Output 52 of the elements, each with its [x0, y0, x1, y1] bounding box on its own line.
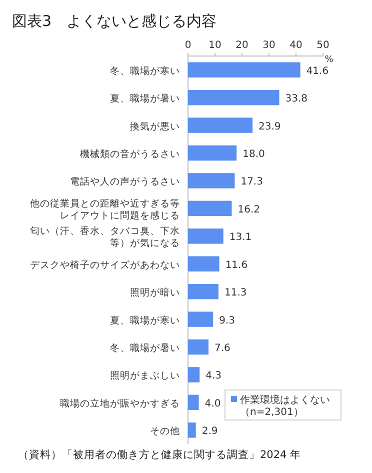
y-tick-label: その他: [150, 425, 180, 438]
y-tick-label: 換気が悪い: [130, 120, 180, 132]
data-label: 33.8: [285, 94, 308, 105]
y-tick-label: 匂い（汗、香水、タバコ臭、下水等）が気になる: [30, 225, 180, 250]
y-tick-label: 夏、職場が寒い: [110, 314, 180, 326]
y-tick-label: 冬、職場が暑い: [110, 342, 180, 354]
bar: [188, 228, 224, 244]
x-tick-label: 50: [316, 40, 330, 51]
data-label: 23.9: [258, 121, 281, 132]
bar: [188, 422, 196, 438]
legend-label: 作業環境はよくない（n=2,301）: [239, 394, 330, 418]
bar: [188, 118, 253, 133]
chart-title: 図表3 よくないと感じる内容: [12, 12, 217, 30]
data-label: 4.0: [204, 398, 221, 410]
y-tick-label: 機械類の音がうるさい: [80, 148, 180, 160]
bar: [188, 173, 235, 188]
text: （資料）「被用者の働き方と健康に関する調査」2024 年: [18, 448, 302, 461]
data-label: 2.9: [202, 426, 218, 438]
bar: [188, 62, 300, 78]
data-label: 11.3: [224, 288, 247, 299]
y-tick-label: 夏、職場が暑い: [110, 92, 180, 105]
data-label: 9.3: [219, 315, 236, 326]
bar: [188, 200, 232, 216]
data-label: 13.1: [229, 232, 252, 244]
data-label: 11.6: [225, 260, 248, 271]
data-label: 17.3: [240, 176, 263, 188]
y-tick-label: 職場の立地が賑やかすぎる: [60, 397, 180, 410]
data-label: 41.6: [306, 66, 329, 77]
y-tick-label: デスクや椅子のサイズがあわない: [30, 258, 180, 271]
x-tick-label: 0: [184, 40, 192, 51]
y-tick-label: 照明が暗い: [130, 286, 180, 299]
x-axis-title: %: [324, 55, 334, 65]
y-tick-label: 照明がまぶしい: [110, 370, 180, 382]
y-tick-label: 電話や人の声がうるさい: [70, 176, 180, 188]
x-tick-label: 10: [208, 40, 222, 51]
bar: [188, 394, 199, 410]
bar: [188, 145, 237, 161]
data-label: 16.2: [238, 204, 260, 216]
x-tick-label: 30: [262, 40, 276, 51]
bar: [188, 312, 214, 327]
data-label: 18.0: [242, 149, 265, 160]
bar: [188, 90, 280, 106]
x-tick-label: 40: [290, 40, 302, 51]
data-label: 7.6: [214, 343, 230, 354]
bar: [188, 284, 219, 300]
bar: [188, 367, 200, 382]
data-label: 4.3: [206, 370, 222, 382]
y-tick-label: 冬、職場が寒い: [110, 64, 180, 77]
y-tick-label: 他の従業員との距離や近すぎる等レイアウトに問題を感じる: [30, 197, 180, 222]
bar: [188, 339, 209, 355]
bar: [188, 256, 220, 272]
x-tick-label: 20: [236, 40, 248, 51]
